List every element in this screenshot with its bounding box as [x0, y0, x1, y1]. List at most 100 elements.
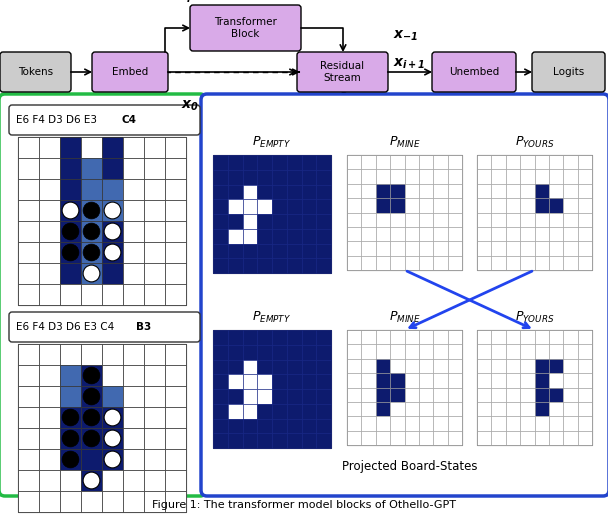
Bar: [563, 431, 578, 445]
Bar: [302, 244, 316, 258]
Bar: [347, 241, 361, 255]
Bar: [102, 386, 123, 407]
Bar: [81, 386, 102, 407]
Bar: [213, 185, 228, 199]
Bar: [102, 491, 123, 512]
Bar: [434, 416, 447, 431]
Bar: [213, 155, 228, 170]
Bar: [316, 244, 331, 258]
Bar: [491, 359, 506, 373]
Bar: [272, 244, 287, 258]
Bar: [272, 345, 287, 359]
Bar: [578, 388, 592, 402]
Bar: [60, 158, 81, 179]
Bar: [213, 433, 228, 448]
Bar: [302, 330, 316, 345]
Bar: [243, 155, 257, 170]
Bar: [39, 263, 60, 284]
Bar: [81, 344, 102, 365]
Bar: [257, 170, 272, 185]
Bar: [447, 359, 462, 373]
Bar: [434, 183, 447, 198]
Bar: [361, 402, 376, 416]
Bar: [434, 330, 447, 344]
Bar: [578, 155, 592, 170]
Bar: [578, 359, 592, 373]
Bar: [563, 388, 578, 402]
Bar: [578, 402, 592, 416]
Bar: [287, 330, 302, 345]
Bar: [419, 388, 434, 402]
Bar: [506, 388, 520, 402]
Bar: [520, 359, 534, 373]
Circle shape: [83, 244, 100, 261]
Bar: [390, 183, 404, 198]
Bar: [316, 418, 331, 433]
Bar: [477, 388, 491, 402]
Bar: [123, 221, 144, 242]
Bar: [520, 344, 534, 359]
Bar: [102, 242, 123, 263]
Bar: [39, 386, 60, 407]
Bar: [578, 183, 592, 198]
Bar: [213, 214, 228, 229]
Bar: [578, 373, 592, 388]
Circle shape: [62, 202, 79, 219]
Bar: [272, 229, 287, 244]
Bar: [434, 402, 447, 416]
Bar: [144, 263, 165, 284]
Text: Projected Board-States: Projected Board-States: [342, 460, 478, 473]
Text: E6 F4 D3 D6 E3: E6 F4 D3 D6 E3: [16, 115, 100, 125]
Bar: [257, 404, 272, 418]
Text: $\mathit{P}_{YOURS}$: $\mathit{P}_{YOURS}$: [515, 310, 554, 325]
Bar: [361, 183, 376, 198]
Circle shape: [62, 223, 79, 240]
Bar: [347, 402, 361, 416]
Bar: [390, 359, 404, 373]
Text: $\mathit{P}_{MINE}$: $\mathit{P}_{MINE}$: [389, 310, 420, 325]
Bar: [102, 137, 123, 158]
Bar: [243, 359, 257, 374]
Bar: [123, 449, 144, 470]
Bar: [272, 170, 287, 185]
Bar: [390, 431, 404, 445]
Bar: [447, 170, 462, 183]
Bar: [520, 227, 534, 241]
Bar: [347, 155, 462, 270]
Bar: [165, 365, 186, 386]
Bar: [376, 212, 390, 227]
Bar: [549, 330, 563, 344]
Bar: [347, 198, 361, 212]
Bar: [144, 386, 165, 407]
Bar: [506, 359, 520, 373]
Bar: [491, 402, 506, 416]
Bar: [419, 155, 434, 170]
Bar: [165, 200, 186, 221]
Bar: [447, 344, 462, 359]
FancyBboxPatch shape: [9, 105, 200, 135]
Bar: [376, 241, 390, 255]
Bar: [447, 183, 462, 198]
Bar: [39, 284, 60, 305]
Bar: [144, 221, 165, 242]
Bar: [477, 402, 491, 416]
Bar: [144, 200, 165, 221]
Bar: [477, 212, 491, 227]
Bar: [347, 183, 361, 198]
Bar: [272, 418, 287, 433]
Bar: [302, 155, 316, 170]
Bar: [60, 200, 81, 221]
Bar: [477, 241, 491, 255]
Bar: [102, 365, 123, 386]
Bar: [477, 344, 491, 359]
Bar: [447, 255, 462, 270]
Bar: [491, 373, 506, 388]
Bar: [81, 428, 102, 449]
Bar: [272, 433, 287, 448]
Bar: [228, 389, 243, 404]
Circle shape: [62, 409, 79, 426]
Bar: [361, 431, 376, 445]
Bar: [316, 330, 331, 345]
Bar: [81, 242, 102, 263]
Circle shape: [104, 451, 121, 468]
